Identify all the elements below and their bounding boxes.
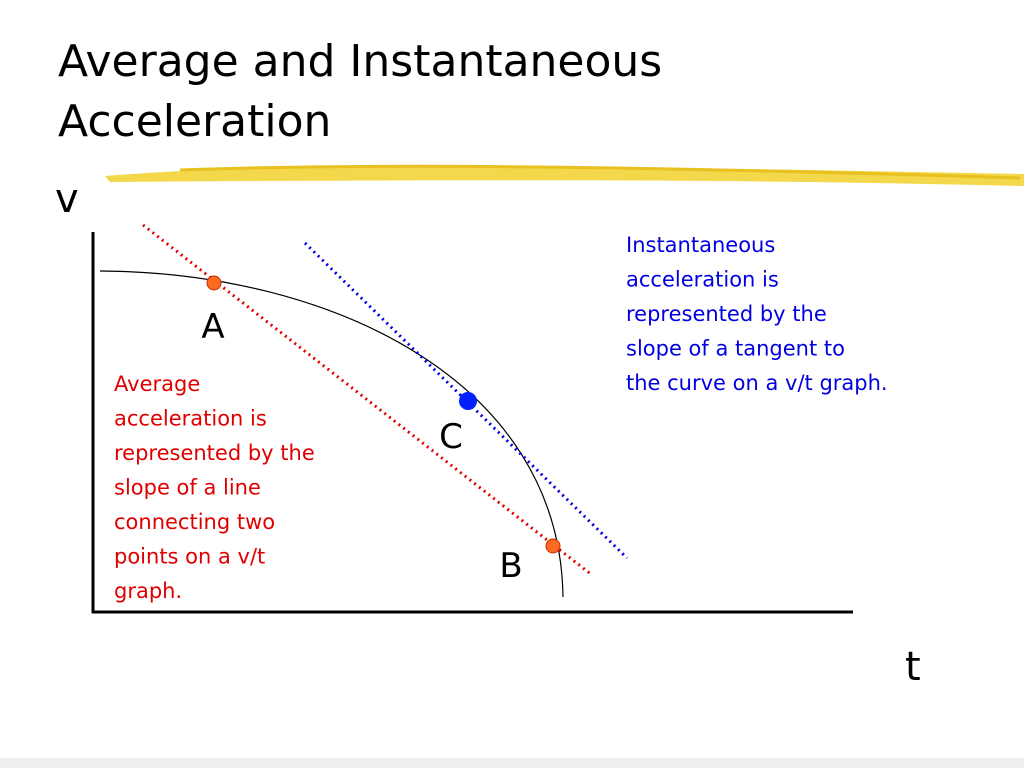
point-label: C — [439, 417, 463, 457]
note-line: connecting two — [114, 510, 275, 534]
title-line: Acceleration — [58, 96, 331, 147]
note-line: acceleration is — [626, 268, 779, 292]
point — [206, 275, 222, 291]
note-line: slope of a line — [114, 476, 261, 500]
note-line: Instantaneous — [626, 233, 775, 257]
title-line: Average and Instantaneous — [58, 36, 662, 87]
point — [545, 538, 561, 554]
note-line: represented by the — [114, 441, 315, 465]
secant-line — [142, 223, 593, 577]
note-line: the curve on a v/t graph. — [626, 371, 888, 395]
note-line: points on a v/t — [114, 545, 265, 569]
point-label: B — [499, 546, 522, 586]
note-line: graph. — [114, 579, 182, 603]
y-axis-label: v — [55, 176, 79, 222]
point — [459, 392, 477, 410]
x-axis-label: t — [905, 644, 921, 690]
note-line: Average — [114, 372, 200, 396]
instantaneous-note: Instantaneous acceleration is represented … — [626, 233, 888, 395]
note-line: acceleration is — [114, 407, 267, 431]
note-line: represented by the — [626, 302, 827, 326]
note-line: slope of a tangent to — [626, 337, 845, 361]
point-label: A — [201, 307, 224, 347]
highlight-stroke — [179, 164, 1021, 180]
bottom-strip — [0, 758, 1024, 768]
average-note: Average acceleration is represented by the… — [114, 372, 315, 603]
